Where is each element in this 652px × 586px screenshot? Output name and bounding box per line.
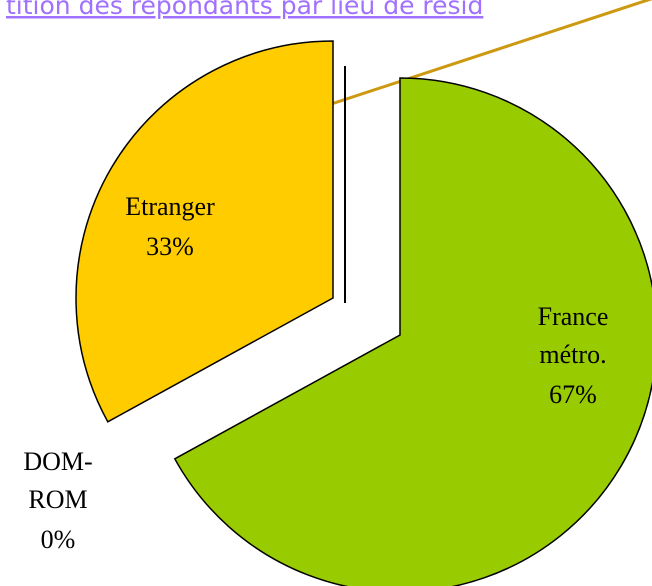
pie-slice (75, 40, 334, 423)
category-label: Etranger (125, 192, 215, 221)
value-label: 33% (146, 232, 194, 261)
value-label: 0% (41, 525, 76, 554)
value-label: 67% (549, 380, 597, 409)
pie-slice (173, 77, 652, 586)
category-label: DOM-ROM (23, 447, 92, 514)
chart-title: tition des répondants par lieu de résid (6, 0, 483, 20)
category-label: France métro. (538, 302, 609, 369)
